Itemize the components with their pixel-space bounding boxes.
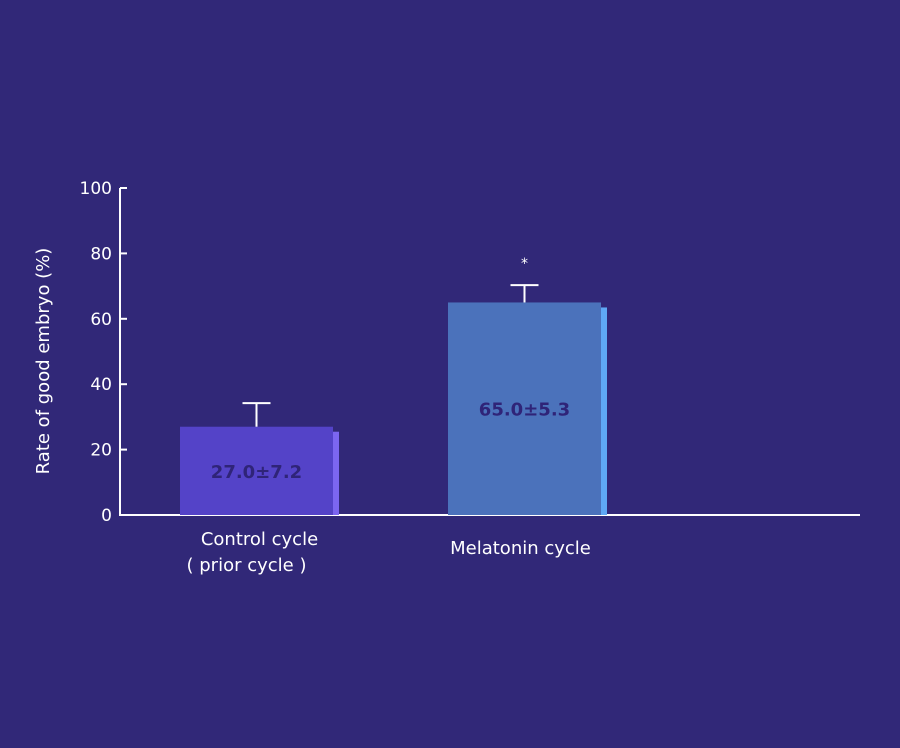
category-labels: Control cycle ( prior cycle ) Melatonin cy…: [187, 529, 591, 576]
y-tick-label: 40: [90, 375, 112, 395]
significance-marker: *: [521, 256, 528, 272]
bar-side: [601, 307, 607, 515]
data-label: 65.0±5.3: [479, 400, 570, 421]
y-tick-label: 100: [80, 179, 112, 199]
y-axis-title: Rate of good embryo (%): [33, 248, 54, 475]
bar-group: * 65.0±5.3: [448, 256, 607, 515]
y-tick-label: 0: [101, 506, 112, 526]
y-axis: 0 20 40 60 80 100: [80, 179, 127, 526]
x-category-sublabel: ( prior cycle ): [187, 555, 307, 576]
y-tick-label: 80: [90, 244, 112, 264]
bar-side: [333, 431, 339, 515]
bar-group: 27.0±7.2: [180, 402, 339, 515]
data-label: 27.0±7.2: [211, 462, 302, 483]
y-tick-label: 60: [90, 310, 112, 330]
y-ticks: 0 20 40 60 80 100: [80, 179, 127, 526]
bar: [180, 426, 333, 515]
x-category-label: Control cycle: [201, 529, 318, 550]
bars: 27.0±7.2 * 65.0±5.3: [180, 256, 607, 515]
bar: [448, 302, 601, 515]
y-tick-label: 20: [90, 441, 112, 461]
x-category-label: Melatonin cycle: [450, 538, 591, 559]
